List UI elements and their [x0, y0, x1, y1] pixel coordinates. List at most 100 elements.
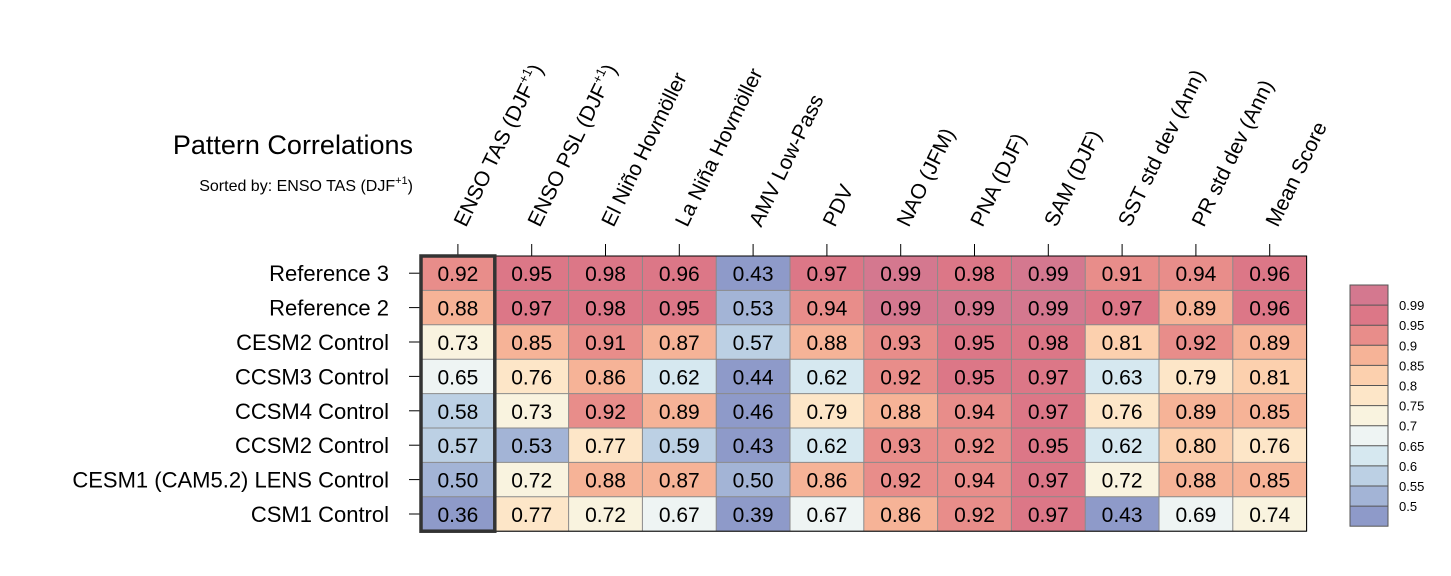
cell-value-label: 0.99 — [880, 263, 921, 286]
heatmap-cell — [1232, 462, 1307, 497]
heatmap-cell — [1159, 462, 1233, 497]
cell-value-label: 0.57 — [437, 435, 478, 458]
heatmap-cell — [1085, 496, 1159, 532]
column-label-superscript: +1 — [589, 66, 609, 86]
heatmap-cell — [421, 290, 495, 325]
heatmap-cell — [937, 290, 1012, 325]
heatmap-cell — [937, 324, 1012, 360]
colorbar-swatch — [1350, 405, 1388, 426]
heatmap-cell — [716, 256, 790, 291]
cell-value-label: 0.53 — [511, 435, 552, 458]
heatmap-cell — [494, 462, 569, 497]
cell-value-label: 0.95 — [659, 298, 700, 321]
cell-value-label: 0.67 — [659, 504, 700, 527]
heatmap-cell — [1085, 393, 1159, 428]
cell-value-label: 0.92 — [954, 435, 995, 458]
heatmap-cell — [1159, 393, 1233, 428]
cell-value-label: 0.53 — [733, 298, 774, 321]
heatmap-cell — [937, 393, 1012, 428]
heatmap-cell — [1159, 428, 1233, 463]
cell-value-label: 0.73 — [511, 401, 552, 424]
cell-value-label: 0.89 — [1175, 401, 1216, 424]
cell-value-label: 0.92 — [880, 366, 921, 389]
cell-value-label: 0.86 — [585, 366, 626, 389]
cell-value-label: 0.79 — [1175, 366, 1216, 389]
heatmap-cell — [568, 324, 643, 360]
heatmap-cell — [1232, 256, 1307, 291]
cell-value-label: 0.88 — [585, 470, 626, 493]
heatmap-cell — [494, 256, 569, 291]
cell-value-label: 0.97 — [1028, 401, 1069, 424]
cell-value-label: 0.77 — [585, 435, 626, 458]
column-label-text: SAM (DJF) — [1040, 127, 1106, 230]
cell-value-label: 0.65 — [437, 366, 478, 389]
heatmap-cell — [1159, 324, 1233, 360]
heatmap-cell — [568, 428, 643, 463]
heatmap-cell — [642, 290, 717, 325]
colorbar-swatch — [1350, 285, 1388, 306]
heatmap-cell — [642, 428, 717, 463]
heatmap-cell — [1011, 428, 1086, 463]
row-labels: Reference 3 Reference 2 CESM2 Control CCSM3… — [72, 261, 421, 527]
column-label: AMV Low-Pass — [745, 91, 829, 230]
cell-value-label: 0.97 — [806, 263, 847, 286]
heatmap-cell — [1232, 428, 1307, 463]
column-label-text: ENSO TAS (DJF — [450, 80, 539, 230]
cell-value-label: 0.85 — [511, 332, 552, 355]
row-label: CCSM4 Control — [235, 399, 389, 424]
cell-value-label: 0.76 — [1249, 435, 1290, 458]
heatmap-cell — [716, 393, 790, 428]
heatmap-cell — [421, 393, 495, 428]
heatmap-cell — [1159, 359, 1233, 394]
cell-value-label: 0.76 — [511, 366, 552, 389]
heatmap-cell — [1232, 393, 1307, 428]
heatmap-cell — [937, 496, 1012, 532]
heatmap-cell — [716, 324, 790, 360]
row-label: CSM1 Control — [251, 502, 389, 527]
heatmap-cell — [1011, 359, 1086, 394]
colorbar-swatch — [1350, 385, 1388, 406]
heatmap-cell — [494, 359, 569, 394]
cell-value-label: 0.77 — [511, 504, 552, 527]
cell-value-label: 0.99 — [1028, 263, 1069, 286]
cell-value-label: 0.93 — [880, 332, 921, 355]
cell-value-label: 0.67 — [806, 504, 847, 527]
cell-value-label: 0.46 — [733, 401, 774, 424]
heatmap-grid — [419, 254, 1308, 533]
cell-value-label: 0.69 — [1175, 504, 1216, 527]
heatmap-cell — [790, 290, 864, 325]
cell-value-label: 0.72 — [585, 504, 626, 527]
colorbar-label: 0.6 — [1399, 459, 1417, 474]
colorbar-label: 0.65 — [1399, 439, 1424, 454]
chart-title: Pattern Correlations — [173, 130, 413, 160]
cell-value-label: 0.80 — [1175, 435, 1216, 458]
heatmap-cell — [716, 462, 790, 497]
cell-value-label: 0.50 — [733, 470, 774, 493]
cell-value-label: 0.57 — [733, 332, 774, 355]
heatmap-cell — [568, 496, 643, 532]
cell-value-label: 0.43 — [1102, 504, 1143, 527]
cell-value-label: 0.81 — [1249, 366, 1290, 389]
heatmap-cell — [1159, 290, 1233, 325]
row-label: CESM2 Control — [236, 330, 389, 355]
cell-value-label: 0.43 — [733, 435, 774, 458]
cell-value-label: 0.63 — [1102, 366, 1143, 389]
heatmap-cell — [863, 496, 938, 532]
colorbar-swatch — [1350, 506, 1388, 527]
heatmap-cell — [568, 290, 643, 325]
heatmap-cell — [1011, 496, 1086, 532]
colorbar-label: 0.85 — [1399, 358, 1424, 373]
cell-value-label: 0.50 — [437, 470, 478, 493]
subtitle-superscript: +1 — [395, 175, 408, 187]
heatmap-cell — [642, 462, 717, 497]
cell-value-label: 0.98 — [1028, 332, 1069, 355]
colorbar-label: 0.7 — [1399, 419, 1417, 434]
column-label: PR std dev (Ann) — [1188, 76, 1279, 230]
sort-column-highlight — [419, 254, 497, 533]
heatmap-cell — [494, 496, 569, 532]
cell-value-label: 0.99 — [1028, 298, 1069, 321]
cell-value-label: 0.76 — [1102, 401, 1143, 424]
heatmap-cell — [1085, 428, 1159, 463]
colorbar-label: 0.75 — [1399, 399, 1424, 414]
cell-value-label: 0.98 — [954, 263, 995, 286]
